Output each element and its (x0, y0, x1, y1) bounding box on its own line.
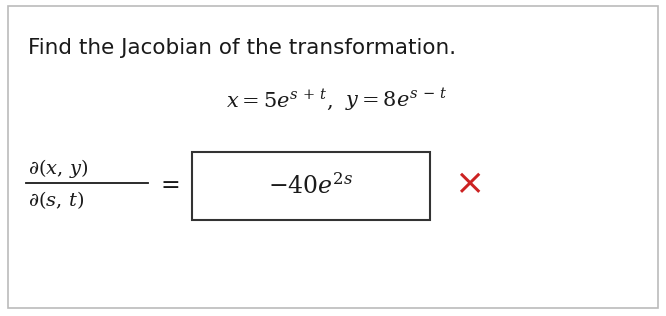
Text: $=$: $=$ (156, 171, 180, 195)
Text: $\times$: $\times$ (454, 166, 482, 200)
Text: $\partial(s,\,t)$: $\partial(s,\,t)$ (28, 189, 85, 211)
Text: $y = 8e^{s\,-\,t}$: $y = 8e^{s\,-\,t}$ (345, 87, 448, 113)
Text: $x = 5e^{s\,+\,t},$: $x = 5e^{s\,+\,t},$ (226, 88, 333, 112)
Text: Find the Jacobian of the transformation.: Find the Jacobian of the transformation. (28, 38, 456, 58)
Text: $\partial(x,\,y)$: $\partial(x,\,y)$ (28, 156, 89, 179)
Text: $-40e^{2s}$: $-40e^{2s}$ (268, 173, 354, 199)
